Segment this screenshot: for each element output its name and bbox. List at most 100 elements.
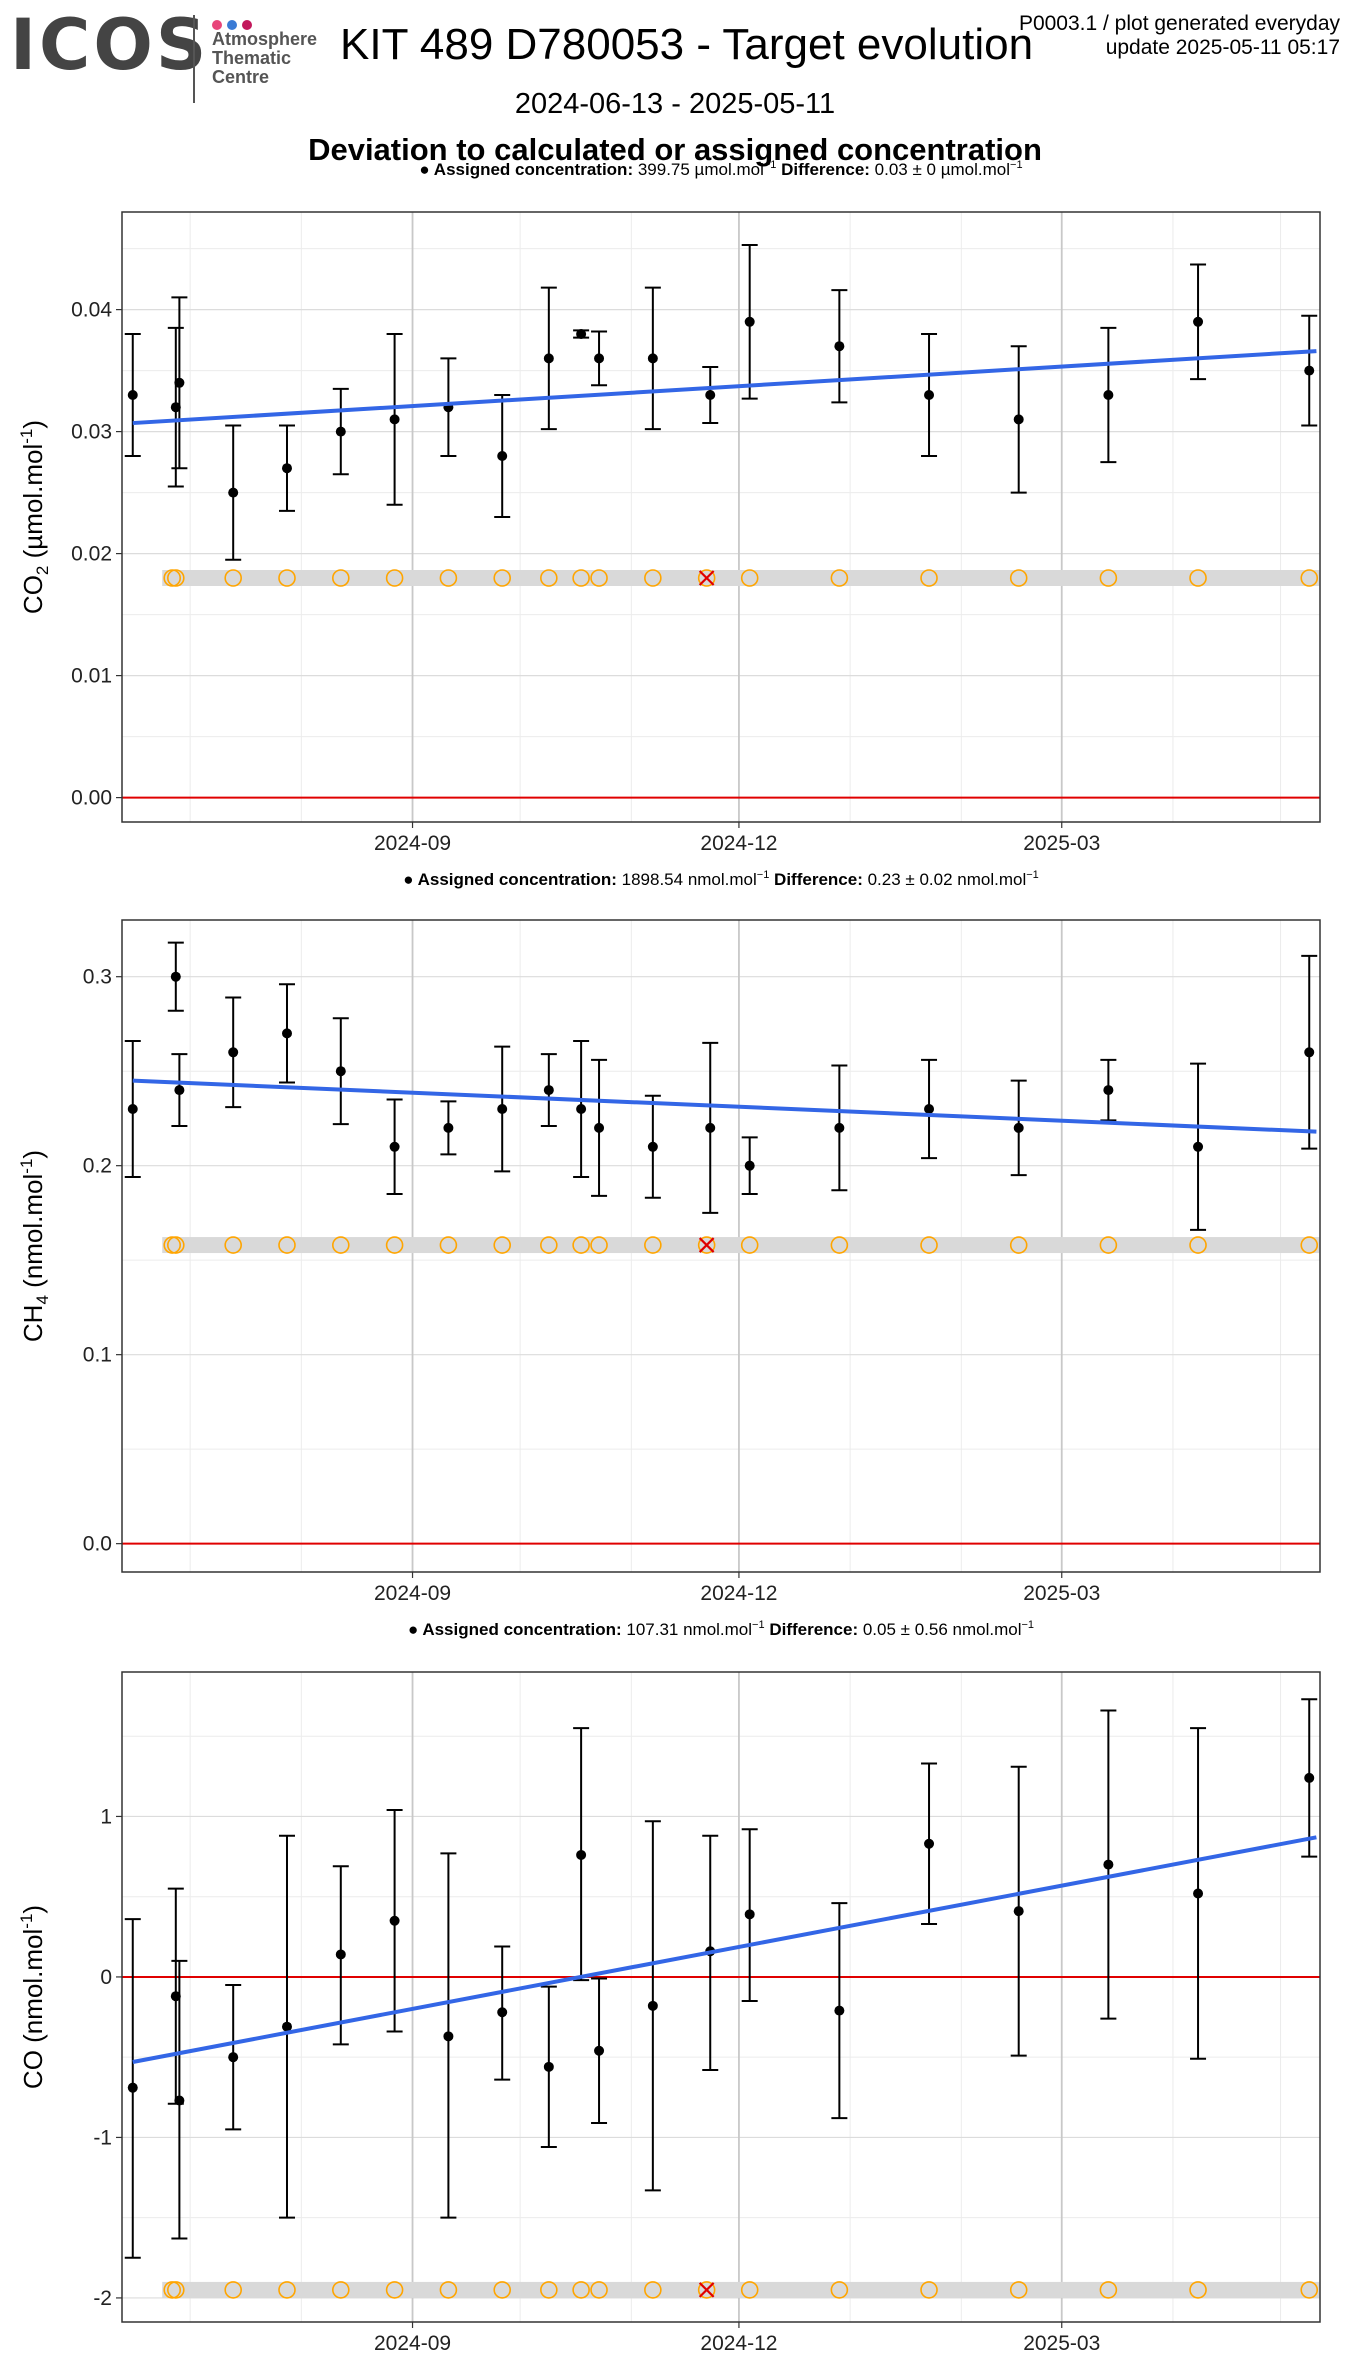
legend-assigned-value: 399.75 µmol.mol xyxy=(638,160,764,179)
legend-bullet: ● xyxy=(419,160,433,179)
data-point xyxy=(834,1122,845,1133)
logo-dots xyxy=(212,17,257,35)
reference-band xyxy=(162,570,1320,586)
target-marker xyxy=(1009,569,1028,587)
data-point xyxy=(924,1838,935,1849)
target-marker xyxy=(493,1236,512,1254)
y-tick-label: 0.3 xyxy=(83,966,112,989)
target-marker xyxy=(697,2281,716,2299)
data-point xyxy=(228,1047,239,1058)
data-point xyxy=(497,2007,508,2018)
target-marker xyxy=(920,569,938,587)
target-marker xyxy=(439,569,458,587)
logo-dot-1 xyxy=(212,20,222,30)
y-tick-label: 0.00 xyxy=(71,787,112,810)
data-point xyxy=(1013,1122,1024,1133)
legend-difference-label: Difference: xyxy=(776,160,874,179)
target-marker xyxy=(167,2281,185,2299)
data-point xyxy=(174,1085,185,1096)
y-tick-label: 0.0 xyxy=(83,1533,112,1556)
data-point xyxy=(1193,316,1204,327)
target-marker xyxy=(1009,1236,1028,1254)
y-axis-label: CO2 (µmol.mol-1) xyxy=(17,420,52,614)
data-point xyxy=(1103,1085,1114,1096)
target-marker xyxy=(920,2281,938,2299)
data-point xyxy=(170,971,181,982)
data-point xyxy=(924,390,935,400)
target-marker xyxy=(590,1236,608,1254)
logo-subtitle: Atmosphere Thematic Centre xyxy=(212,30,317,87)
target-marker xyxy=(830,1236,849,1254)
legend-text: ● Assigned concentration: 399.75 µmol.mo… xyxy=(419,159,1022,179)
target-marker xyxy=(1300,2281,1319,2299)
logo-sub-line-3: Centre xyxy=(212,67,270,87)
x-tick-label: 2025-03 xyxy=(1023,1582,1100,1605)
data-point xyxy=(174,377,185,388)
trend-line xyxy=(132,1078,1317,1134)
target-marker xyxy=(740,1236,759,1254)
logo-divider xyxy=(193,15,195,103)
y-tick-label: 0.03 xyxy=(71,421,112,444)
x-tick-label: 2024-12 xyxy=(700,2332,777,2355)
data-point xyxy=(335,426,346,437)
data-point xyxy=(281,1028,292,1039)
data-point xyxy=(1103,1859,1114,1870)
data-point xyxy=(389,1141,400,1152)
chart-panel-co2: ● Assigned concentration: 399.75 µmol.mo… xyxy=(17,159,1321,855)
data-point xyxy=(576,1103,587,1114)
target-marker xyxy=(385,1236,404,1254)
target-marker xyxy=(572,569,590,587)
target-marker xyxy=(572,1236,590,1254)
update-timestamp: update 2025-05-11 05:17 xyxy=(1105,36,1340,59)
target-marker xyxy=(331,2281,350,2299)
target-marker xyxy=(830,569,849,587)
target-marker xyxy=(920,1236,938,1254)
target-marker xyxy=(493,2281,512,2299)
y-tick-label: 0.01 xyxy=(71,665,112,688)
y-tick-label: 0.1 xyxy=(83,1344,112,1367)
data-point xyxy=(576,329,587,339)
data-point xyxy=(170,402,181,413)
legend-difference-value: 0.23 ± 0.02 nmol.mol xyxy=(868,870,1027,889)
y-axis-label-superscript: -1 xyxy=(17,429,36,444)
data-point xyxy=(281,2021,292,2032)
target-marker xyxy=(439,2281,458,2299)
legend-text: ● Assigned concentration: 107.31 nmol.mo… xyxy=(408,1619,1034,1639)
legend-assigned-label: Assigned concentration: xyxy=(418,870,622,889)
legend-unit-superscript: −1 xyxy=(764,159,777,171)
target-marker xyxy=(572,2281,590,2299)
target-marker xyxy=(1099,569,1118,587)
data-point xyxy=(335,1949,346,1960)
y-axis-label-superscript: -1 xyxy=(17,1159,36,1174)
data-point xyxy=(705,390,716,400)
target-marker xyxy=(1189,569,1207,587)
data-point xyxy=(127,2082,138,2093)
x-tick-label: 2025-03 xyxy=(1023,832,1100,855)
target-marker xyxy=(644,1236,662,1254)
logo-sub-line-2: Thematic xyxy=(212,48,292,68)
legend-unit-superscript: −1 xyxy=(752,1619,765,1631)
y-axis-label: CO (nmol.mol-1) xyxy=(17,1905,48,2089)
data-point xyxy=(335,1066,346,1077)
data-point xyxy=(924,1103,935,1114)
target-marker xyxy=(1300,1236,1319,1254)
target-marker xyxy=(1099,1236,1118,1254)
plot-border xyxy=(121,211,1321,823)
target-marker xyxy=(385,2281,404,2299)
legend-unit-superscript: −1 xyxy=(1010,159,1023,171)
y-tick-label: -2 xyxy=(93,2287,112,2310)
y-axis-label-gas: CO xyxy=(18,575,48,614)
legend-difference-value: 0.05 ± 0.56 nmol.mol xyxy=(863,1620,1022,1639)
data-point xyxy=(744,316,755,327)
data-point xyxy=(594,1122,605,1133)
legend-unit-superscript: −1 xyxy=(757,869,770,881)
data-point xyxy=(543,353,554,364)
target-marker xyxy=(644,2281,662,2299)
data-point xyxy=(127,390,138,400)
data-point xyxy=(647,353,658,364)
flag-marker xyxy=(698,2282,715,2298)
data-point xyxy=(594,2045,605,2056)
y-axis-label-close: ) xyxy=(18,1150,48,1159)
y-tick-label: 0.04 xyxy=(71,299,112,322)
x-tick-label: 2024-12 xyxy=(700,1582,777,1605)
